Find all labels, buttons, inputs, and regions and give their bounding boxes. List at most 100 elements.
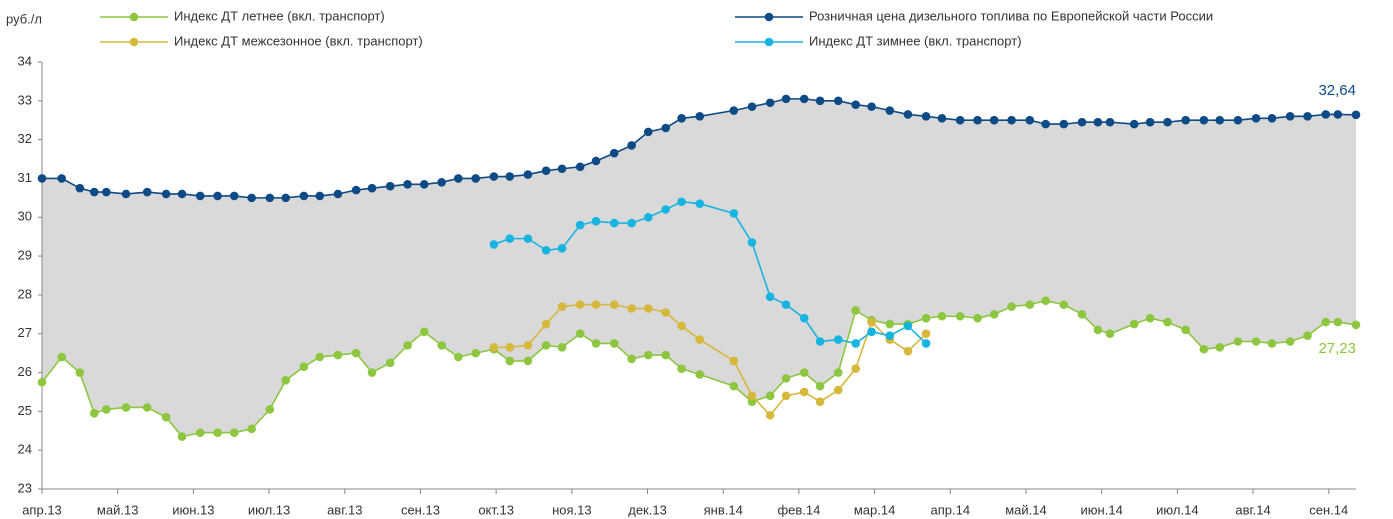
- series-point: [299, 362, 309, 372]
- series-point: [747, 102, 757, 111]
- series-point: [454, 174, 463, 183]
- series-point: [557, 302, 567, 311]
- series-point: [557, 343, 567, 352]
- legend-label: Розничная цена дизельного топлива по Евр…: [809, 8, 1213, 23]
- value-label: 27,23: [1318, 340, 1356, 357]
- series-point: [333, 350, 343, 360]
- series-point: [229, 191, 239, 201]
- series-point: [523, 341, 533, 350]
- series-point: [541, 166, 551, 175]
- series-point: [677, 197, 686, 207]
- series-point: [973, 313, 982, 323]
- series-point: [315, 352, 325, 362]
- series-point: [265, 193, 275, 203]
- value-label: 32,64: [1318, 82, 1356, 99]
- series-point: [1181, 115, 1190, 125]
- series-point: [161, 412, 171, 422]
- series-point: [1267, 113, 1277, 123]
- series-point: [281, 376, 291, 385]
- series-point: [643, 350, 653, 360]
- y-tick-label: 25: [18, 403, 32, 418]
- series-point: [505, 234, 515, 243]
- series-point: [677, 364, 686, 373]
- x-tick-label: дек.13: [628, 502, 667, 517]
- series-point: [57, 352, 66, 362]
- series-point: [921, 112, 931, 121]
- series-point: [815, 96, 825, 106]
- series-point: [765, 292, 775, 302]
- series-point: [989, 310, 999, 319]
- series-point: [799, 368, 809, 377]
- series-point: [661, 308, 670, 317]
- series-point: [781, 300, 791, 309]
- series-point: [1303, 112, 1312, 121]
- series-point: [885, 319, 895, 329]
- series-point: [102, 187, 111, 197]
- series-point: [833, 335, 843, 344]
- series-point: [1129, 119, 1139, 129]
- series-point: [419, 179, 429, 189]
- series-point: [661, 123, 670, 133]
- y-tick-label: 28: [18, 286, 32, 301]
- y-tick-label: 30: [18, 209, 32, 224]
- y-tick-label: 24: [18, 442, 32, 457]
- series-point: [989, 115, 999, 125]
- y-tick-label: 29: [18, 248, 32, 263]
- series-point: [765, 391, 775, 401]
- series-point: [299, 191, 309, 201]
- series-point: [1267, 339, 1277, 348]
- series-point: [1105, 329, 1115, 339]
- series-point: [695, 370, 705, 379]
- series-point: [973, 115, 982, 125]
- series-point: [121, 403, 131, 412]
- series-point: [1007, 302, 1016, 311]
- series-point: [695, 335, 705, 344]
- series-point: [1333, 110, 1343, 119]
- series-point: [1199, 115, 1209, 125]
- series-point: [247, 193, 256, 203]
- y-tick-label: 27: [18, 325, 32, 340]
- legend-marker: [129, 37, 139, 47]
- series-point: [747, 238, 757, 247]
- series-point: [367, 368, 377, 377]
- x-tick-label: сен.13: [401, 502, 440, 517]
- series-point: [57, 174, 66, 183]
- series-point: [177, 432, 187, 441]
- series-point: [643, 127, 653, 137]
- series-point: [1285, 112, 1295, 121]
- series-point: [955, 115, 965, 125]
- series-point: [454, 352, 463, 362]
- series-point: [523, 170, 533, 179]
- series-point: [1181, 325, 1190, 335]
- x-tick-label: июл.13: [248, 502, 290, 517]
- y-axis-label: руб./л: [6, 11, 42, 26]
- series-point: [1041, 119, 1050, 129]
- series-point: [661, 205, 670, 214]
- legend-label: Индекс ДТ зимнее (вкл. транспорт): [809, 33, 1022, 48]
- series-point: [729, 106, 739, 115]
- spread-area: [42, 98, 1356, 437]
- series-point: [765, 98, 775, 108]
- legend-marker: [764, 37, 774, 47]
- series-point: [1129, 319, 1139, 329]
- series-point: [142, 187, 152, 197]
- series-point: [1333, 317, 1343, 327]
- series-point: [1285, 337, 1295, 346]
- x-tick-label: май.14: [1005, 502, 1047, 517]
- series-point: [403, 179, 412, 189]
- series-point: [729, 209, 739, 218]
- x-tick-label: авг.14: [1235, 502, 1270, 517]
- series-point: [677, 321, 686, 331]
- series-point: [851, 100, 860, 109]
- legend-label: Индекс ДТ летнее (вкл. транспорт): [174, 8, 385, 23]
- series-point: [247, 424, 256, 434]
- series-point: [695, 199, 705, 208]
- series-point: [75, 183, 85, 193]
- series-point: [1145, 313, 1155, 323]
- series-point: [815, 337, 825, 346]
- series-point: [351, 185, 361, 195]
- series-point: [609, 339, 619, 348]
- series-point: [921, 313, 931, 323]
- series-point: [815, 397, 825, 406]
- series-point: [1025, 115, 1035, 125]
